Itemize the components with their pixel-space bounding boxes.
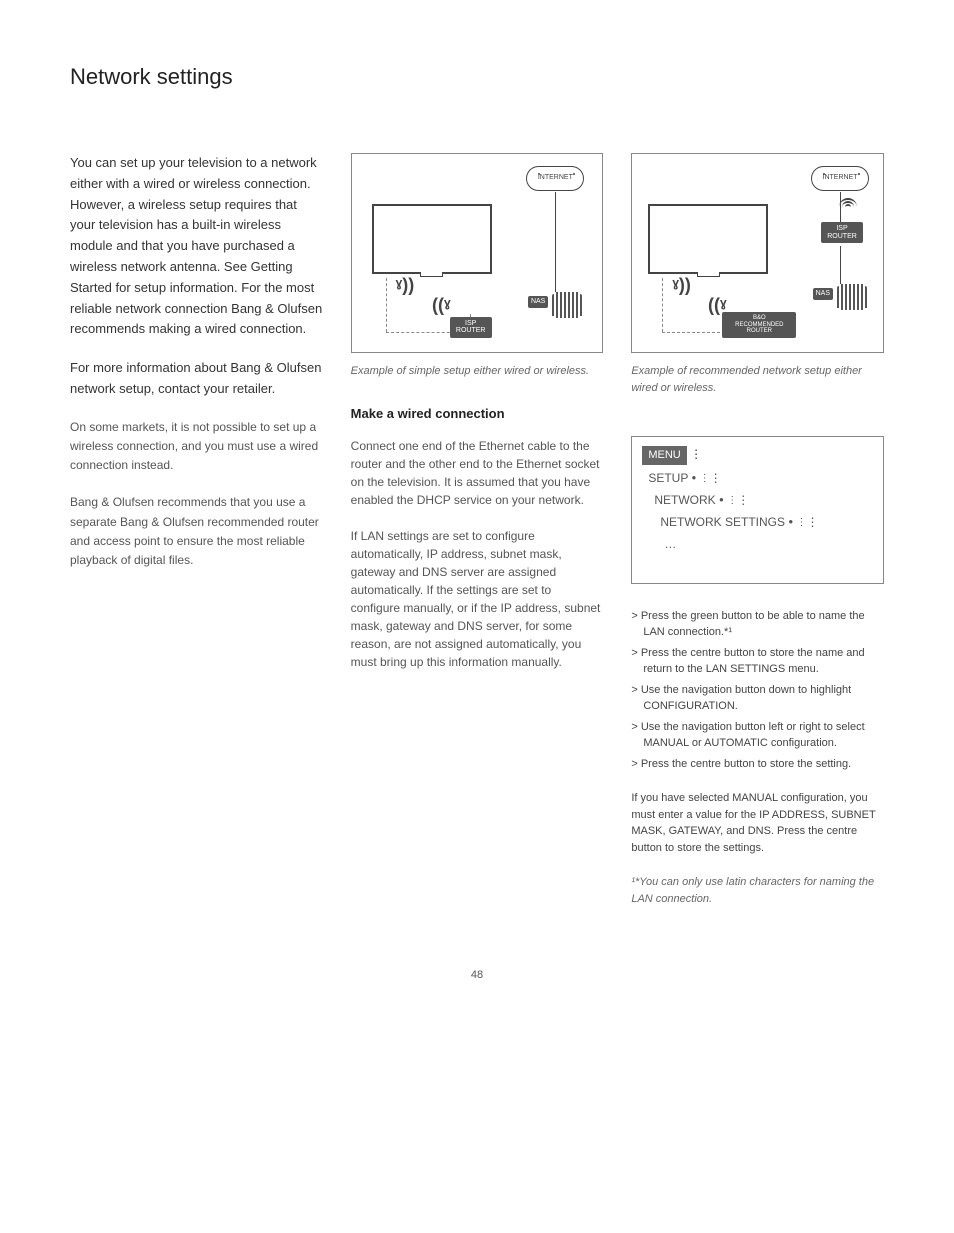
tv-icon: [372, 204, 492, 274]
footnote: ¹*You can only use latin characters for …: [631, 874, 884, 907]
nas-icon-2: [837, 286, 867, 308]
recommended-setup-diagram: INTERNET ISP ROUTER ˠ)) ˠ)) B&O RECOMMEN…: [631, 153, 884, 353]
menu-dots-icon: ⋮: [690, 447, 702, 461]
isp-router-label-2: ISP ROUTER: [821, 222, 863, 243]
intro-para-1: You can set up your television to a netw…: [70, 153, 323, 340]
menu-badge: MENU: [642, 446, 686, 465]
page-title: Network settings: [70, 60, 884, 93]
wired-para-2: If LAN settings are set to configure aut…: [351, 527, 604, 671]
menu-network: NETWORK: [654, 493, 715, 507]
internet-cloud-2: INTERNET: [811, 166, 869, 191]
line-internet-router: [555, 192, 556, 302]
wave-in-icon: ˠ)): [432, 292, 451, 319]
wave-out-icon: ˠ)): [396, 272, 415, 299]
wifi-icon: [839, 198, 857, 216]
left-column: You can set up your television to a netw…: [70, 153, 323, 907]
isp-router-label: ISP ROUTER: [450, 317, 492, 338]
menu-ellipsis: …: [642, 535, 873, 553]
menu-setup: SETUP: [648, 471, 688, 485]
internet-cloud: INTERNET: [526, 166, 584, 191]
dashed-v-left: [386, 278, 387, 332]
wave-out-icon-2: ˠ)): [672, 272, 691, 299]
page-number: 48: [70, 967, 884, 984]
manual-config-para: If you have selected MANUAL configuratio…: [631, 790, 884, 856]
step-list: Press the green button to be able to nam…: [631, 608, 884, 773]
column-layout: You can set up your television to a netw…: [70, 153, 884, 907]
simple-setup-caption: Example of simple setup either wired or …: [351, 363, 604, 380]
intro-para-4: Bang & Olufsen recommends that you use a…: [70, 493, 323, 570]
dashed-v-left-2: [662, 278, 663, 332]
right-column: INTERNET ISP ROUTER ˠ)) ˠ)) B&O RECOMMEN…: [631, 153, 884, 907]
nas-label-2: NAS: [813, 288, 833, 301]
step-4: Use the navigation button left or right …: [631, 719, 884, 752]
nas-label: NAS: [528, 296, 548, 309]
intro-para-3: On some markets, it is not possible to s…: [70, 418, 323, 476]
step-5: Press the centre button to store the set…: [631, 756, 884, 773]
wired-para-1: Connect one end of the Ethernet cable to…: [351, 437, 604, 509]
bo-router-label: B&O RECOMMENDED ROUTER: [722, 312, 796, 338]
step-1: Press the green button to be able to nam…: [631, 608, 884, 641]
step-2: Press the centre button to store the nam…: [631, 645, 884, 678]
wired-connection-heading: Make a wired connection: [351, 404, 604, 424]
recommended-setup-caption: Example of recommended network setup eit…: [631, 363, 884, 396]
tv-icon-2: [648, 204, 768, 274]
step-3: Use the navigation button down to highli…: [631, 682, 884, 715]
intro-para-2: For more information about Bang & Olufse…: [70, 358, 323, 400]
menu-network-settings: NETWORK SETTINGS: [660, 515, 785, 529]
nas-icon: [552, 294, 582, 316]
simple-setup-diagram: INTERNET ˠ)) ˠ)) ISP ROUTER NAS: [351, 153, 604, 353]
menu-path-box: MENU ⋮ SETUP ⋮ NETWORK ⋮ NETWORK SETTING…: [631, 436, 884, 584]
line-internet-isp: [840, 192, 841, 222]
middle-column: INTERNET ˠ)) ˠ)) ISP ROUTER NAS Example …: [351, 153, 604, 907]
